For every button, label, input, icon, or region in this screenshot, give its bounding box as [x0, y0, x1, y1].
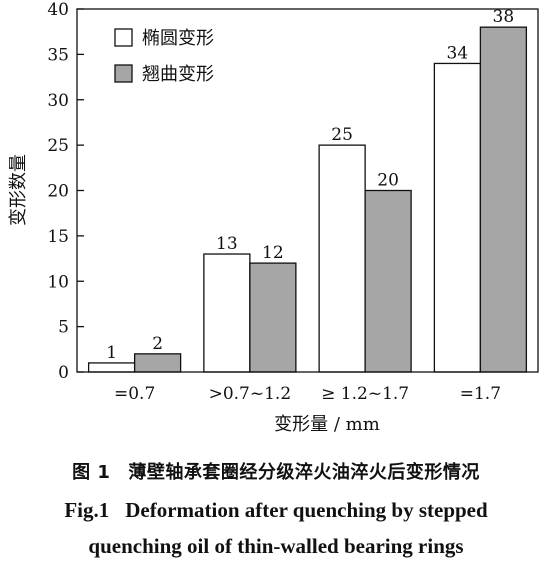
figure-number-english: Fig.1 — [64, 498, 110, 522]
bars-layer — [87, 26, 528, 373]
y-tick-label-3: 10 — [47, 272, 69, 292]
y-tick-label-8: 35 — [47, 45, 69, 65]
x-tick-label-2: >0.7~1.2 — [209, 384, 292, 404]
data-label-series-2-2: 12 — [262, 243, 284, 263]
x-tick-label-3: ≥ 1.2~1.7 — [321, 384, 409, 404]
bar-series-2-4 — [479, 26, 528, 373]
bar-series-1-3 — [318, 144, 366, 373]
bar-series-1-1 — [87, 362, 136, 373]
bar-series-1-2 — [203, 253, 251, 373]
figure-caption-english-line-1: Fig.1 Deformation after quenching by step… — [0, 498, 552, 523]
y-tick-label-6: 25 — [47, 136, 69, 156]
bar-chart: 1 13 25 34 2 12 20 38 0 5 10 15 20 25 30 35 40 =0.7 >0.7~… — [8, 0, 539, 435]
y-tick-label-4: 15 — [47, 227, 69, 247]
bar-series-2-1 — [133, 353, 182, 373]
legend-label-2: 翘曲变形 — [142, 64, 214, 85]
x-tick-label-1: =0.7 — [114, 384, 155, 404]
y-tick-label-9: 40 — [47, 0, 69, 20]
data-label-series-1-1: 1 — [106, 343, 117, 363]
data-label-series-2-1: 2 — [152, 334, 163, 354]
bar-series-2-3 — [364, 189, 412, 373]
data-label-series-1-2: 13 — [216, 234, 238, 254]
data-label-series-1-4: 34 — [447, 43, 469, 63]
figure-number-chinese: 图 1 — [72, 462, 111, 483]
data-labels-layer: 1 13 25 34 2 12 20 38 — [106, 7, 514, 363]
bar-series-1-4 — [433, 62, 482, 373]
figure-title-english-line-1: Deformation after quenching by stepped — [125, 498, 488, 522]
x-axis-title: 变形量 / mm — [274, 414, 380, 435]
y-axis-title: 变形数量 — [8, 154, 29, 226]
data-label-series-2-4: 38 — [493, 7, 515, 27]
y-tick-label-7: 30 — [47, 91, 69, 111]
y-tick-label-5: 20 — [47, 182, 69, 202]
x-tick-label-4: =1.7 — [460, 384, 501, 404]
figure-caption-english-line-2: quenching oil of thin-walled bearing rin… — [0, 534, 552, 559]
bar-series-2-2 — [249, 262, 297, 373]
data-label-series-1-3: 25 — [331, 125, 353, 145]
legend-swatch-2 — [114, 64, 133, 83]
axes-layer: 0 5 10 15 20 25 30 35 40 =0.7 >0.7~1.2 ≥ 1.2~1.7 =1.… — [47, 0, 539, 404]
data-label-series-2-3: 20 — [377, 171, 399, 191]
figure-caption-chinese: 图 1 薄壁轴承套圈经分级淬火油淬火后变形情况 — [0, 458, 552, 484]
y-tick-label-2: 5 — [58, 318, 69, 338]
legend-label-1: 椭圆变形 — [142, 28, 214, 49]
figure-title-chinese: 薄壁轴承套圈经分级淬火油淬火后变形情况 — [128, 462, 480, 483]
y-tick-label-1: 0 — [58, 363, 69, 383]
figure-title-english-line-2: quenching oil of thin-walled bearing rin… — [88, 534, 464, 558]
legend-swatch-1 — [114, 28, 133, 47]
